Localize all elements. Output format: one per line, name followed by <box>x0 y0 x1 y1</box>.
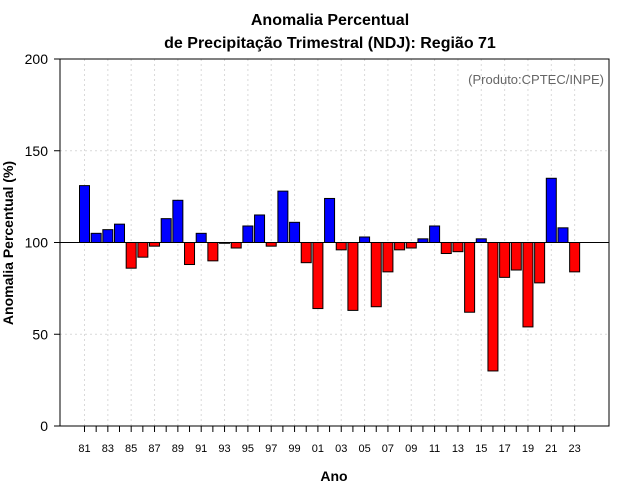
bar-1988 <box>160 218 172 244</box>
bar-2015 <box>475 238 487 244</box>
x-tick-label: 11 <box>429 443 440 455</box>
y-axis-label: Anomalia Percentual (%) <box>0 161 16 325</box>
bar-2001 <box>312 242 324 310</box>
y-tick-label: 200 <box>25 51 49 67</box>
y-tick-label: 50 <box>32 326 48 342</box>
bar-2013 <box>452 242 464 253</box>
y-tick-label: 150 <box>25 143 49 159</box>
bar-2008 <box>394 242 406 251</box>
bar-1995 <box>242 225 254 243</box>
bar-2022 <box>557 227 569 244</box>
x-tick-label: 81 <box>78 443 90 455</box>
bar-1983 <box>102 229 114 243</box>
x-tick-label: 19 <box>522 443 534 455</box>
x-tick-label: 15 <box>475 443 487 455</box>
x-tick-label: 09 <box>405 443 417 455</box>
bar-1999 <box>289 221 301 244</box>
x-tick-label: 13 <box>452 443 464 455</box>
x-tick-label: 91 <box>195 443 207 455</box>
y-axis-ticks: 0 50 100 150 200 <box>25 51 60 434</box>
bar-1990 <box>184 242 196 266</box>
chart-title-line1: Anomalia Percentual <box>251 12 409 29</box>
y-tick-label: 0 <box>40 418 48 434</box>
bar-2000 <box>300 242 312 264</box>
bar-1994 <box>230 242 242 249</box>
credit-label: (Produto:CPTEC/INPE) <box>468 72 604 87</box>
bar-2006 <box>370 242 382 308</box>
bar-2021 <box>545 177 557 243</box>
x-tick-label: 87 <box>148 443 160 455</box>
x-tick-label: 97 <box>265 443 277 455</box>
bar-2014 <box>464 242 476 313</box>
x-tick-label: 83 <box>102 443 114 455</box>
bar-1987 <box>149 242 161 247</box>
x-tick-label: 03 <box>335 443 347 455</box>
bar-2004 <box>347 242 359 311</box>
x-tick-label: 93 <box>218 443 230 455</box>
bar-1989 <box>172 199 184 243</box>
bar-1982 <box>90 232 102 243</box>
bar-1984 <box>114 223 126 243</box>
bar-2009 <box>405 242 417 249</box>
bar-2012 <box>440 242 452 255</box>
x-tick-label: 95 <box>242 443 254 455</box>
bar-1998 <box>277 190 289 243</box>
bar-2016 <box>487 242 499 372</box>
bar-2005 <box>359 236 371 243</box>
bar-2011 <box>429 225 441 243</box>
bar-2020 <box>534 242 546 284</box>
x-tick-label: 99 <box>288 443 300 455</box>
bar-2010 <box>417 238 429 244</box>
bar-2007 <box>382 242 394 273</box>
x-tick-label: 01 <box>312 443 324 455</box>
bar-2002 <box>324 197 336 244</box>
bar-2003 <box>335 242 347 251</box>
bars-group <box>79 177 581 372</box>
bar-1981 <box>79 185 90 244</box>
x-tick-label: 23 <box>569 443 581 455</box>
bar-1996 <box>254 214 266 244</box>
bar-1992 <box>207 242 219 262</box>
x-tick-label: 85 <box>125 443 137 455</box>
bar-1991 <box>195 232 207 243</box>
x-tick-label: 05 <box>358 443 370 455</box>
bar-2017 <box>499 242 511 278</box>
x-tick-label: 17 <box>498 443 510 455</box>
x-axis-ticks: 81 83 85 87 89 91 93 95 97 99 01 03 05 07 09 11 13 15 17 19… <box>78 426 581 455</box>
x-axis-label: Ano <box>320 468 347 484</box>
bar-1986 <box>137 242 149 258</box>
y-tick-label: 100 <box>25 235 49 251</box>
bar-2019 <box>522 242 534 328</box>
chart-title-line2: de Precipitação Trimestral (NDJ): Região… <box>164 35 496 52</box>
x-tick-label: 89 <box>172 443 184 455</box>
bar-2023 <box>569 242 581 273</box>
x-tick-label: 21 <box>545 443 557 455</box>
bar-1997 <box>265 242 277 247</box>
bar-2018 <box>510 242 522 271</box>
x-tick-label: 07 <box>382 443 394 455</box>
grid-lines <box>60 59 609 426</box>
bar-1985 <box>125 242 137 269</box>
